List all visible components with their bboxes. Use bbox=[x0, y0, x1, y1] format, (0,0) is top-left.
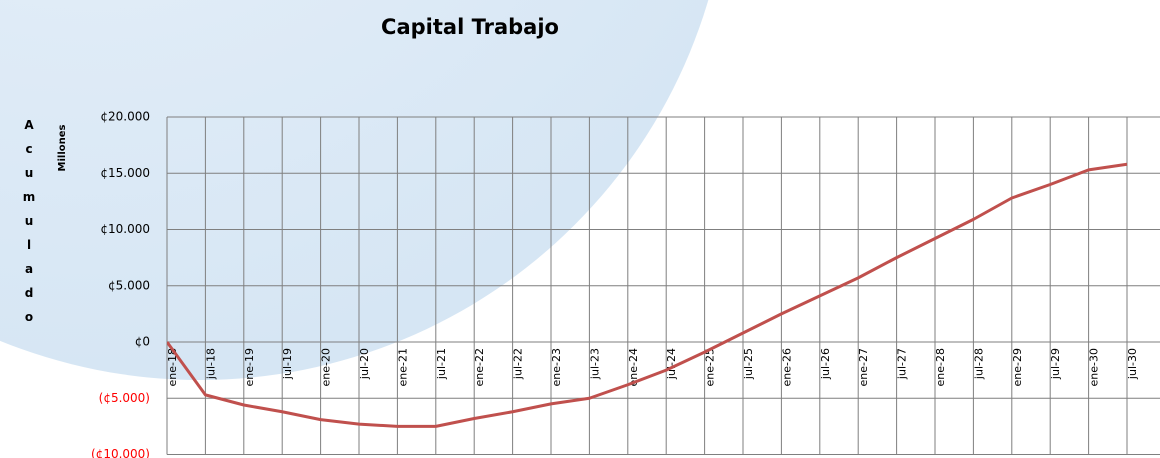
x-tick-label: jul-24 bbox=[665, 348, 678, 380]
y-tick-label: (¢5.000) bbox=[99, 391, 150, 405]
y-tick-label: ¢5.000 bbox=[108, 278, 150, 292]
background-shape bbox=[0, 0, 709, 380]
x-tick-label: ene-25 bbox=[704, 348, 717, 386]
chart-title: Capital Trabajo bbox=[381, 15, 559, 39]
x-tick-label: jul-21 bbox=[435, 348, 448, 380]
x-tick-label: jul-20 bbox=[358, 348, 371, 380]
x-tick-label: jul-25 bbox=[742, 348, 755, 380]
x-tick-label: jul-26 bbox=[819, 348, 832, 380]
x-tick-label: ene-26 bbox=[780, 348, 793, 386]
unit-label: Millones bbox=[57, 124, 68, 171]
x-tick-label: ene-18 bbox=[166, 348, 179, 386]
y-tick-label: ¢15.000 bbox=[100, 166, 150, 180]
x-tick-label: jul-18 bbox=[204, 348, 217, 380]
x-tick-label: jul-23 bbox=[588, 348, 601, 380]
x-tick-label: jul-30 bbox=[1126, 348, 1139, 380]
x-tick-label: jul-22 bbox=[512, 348, 525, 380]
x-tick-label: jul-27 bbox=[896, 348, 909, 380]
x-tick-label: ene-29 bbox=[1011, 348, 1024, 386]
y-tick-label: (¢10.000) bbox=[91, 447, 150, 458]
x-tick-label: ene-27 bbox=[857, 348, 870, 386]
plot-area bbox=[167, 162, 1128, 428]
x-tick-label: jul-19 bbox=[281, 348, 294, 380]
y-tick-label: ¢10.000 bbox=[100, 222, 150, 236]
x-tick-label: jul-29 bbox=[1049, 348, 1062, 380]
x-tick-label: ene-28 bbox=[934, 348, 947, 386]
x-tick-label: ene-24 bbox=[627, 348, 640, 386]
x-tick-label: ene-30 bbox=[1088, 348, 1101, 386]
x-tick-label: ene-22 bbox=[473, 348, 486, 386]
x-tick-label: ene-20 bbox=[320, 348, 333, 386]
x-tick-label: ene-21 bbox=[396, 348, 409, 386]
x-tick-label: ene-19 bbox=[243, 348, 256, 386]
x-tick-label: ene-23 bbox=[550, 348, 563, 386]
y-axis-label: Acumulado bbox=[22, 118, 36, 334]
x-tick-label: jul-28 bbox=[972, 348, 985, 380]
y-tick-label: ¢20.000 bbox=[100, 110, 150, 124]
y-tick-label: ¢0 bbox=[135, 335, 150, 349]
data-line bbox=[167, 162, 1128, 428]
